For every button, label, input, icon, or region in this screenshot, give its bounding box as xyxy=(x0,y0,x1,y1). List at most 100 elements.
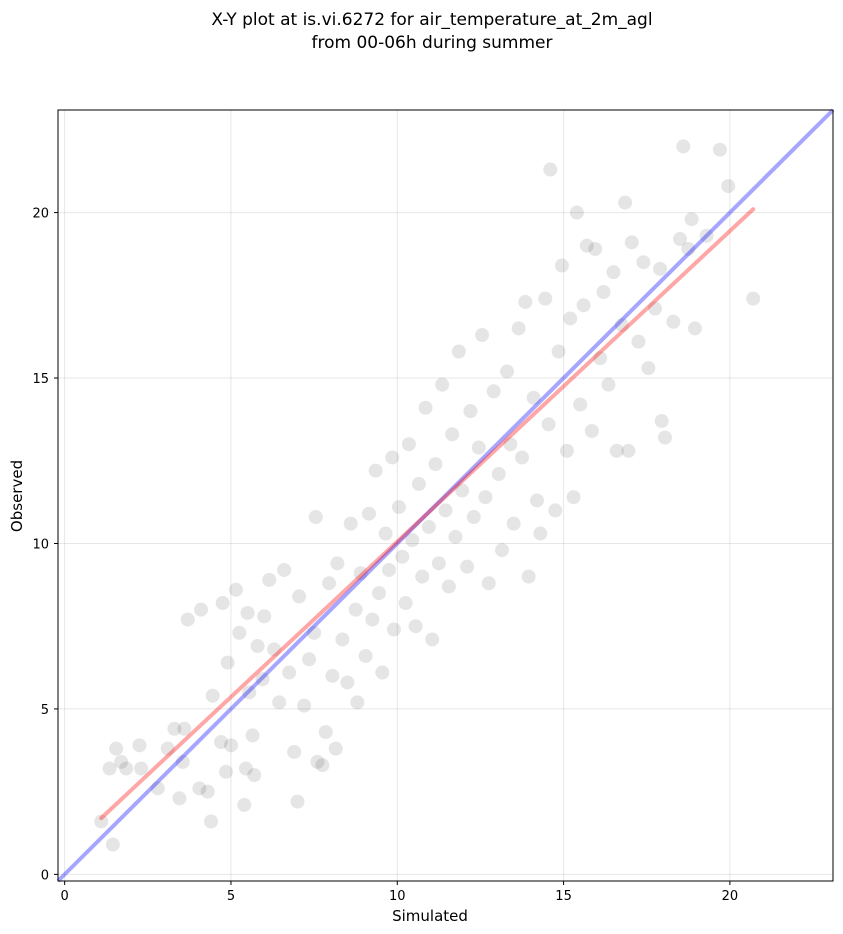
data-point xyxy=(491,466,506,481)
data-point xyxy=(318,725,333,740)
data-point xyxy=(495,543,510,558)
data-point xyxy=(398,596,413,611)
data-point xyxy=(569,205,584,220)
data-point xyxy=(160,741,175,756)
data-point xyxy=(272,695,287,710)
data-point xyxy=(418,400,433,415)
data-point xyxy=(348,602,363,617)
data-point xyxy=(672,232,687,247)
data-point xyxy=(653,261,668,276)
data-point xyxy=(228,582,243,597)
data-point xyxy=(204,814,219,829)
data-point xyxy=(460,559,475,574)
chart-title-line-1: X-Y plot at is.vi.6272 for air_temperatu… xyxy=(211,10,652,30)
data-point xyxy=(220,655,235,670)
data-point xyxy=(310,754,325,769)
data-point xyxy=(614,318,629,333)
data-point xyxy=(533,526,548,541)
plot-frame xyxy=(57,109,834,882)
data-point xyxy=(641,361,656,376)
data-point xyxy=(150,781,165,796)
data-point xyxy=(431,556,446,571)
data-point xyxy=(466,510,481,525)
grid-lines xyxy=(58,110,833,881)
data-point xyxy=(102,761,117,776)
data-point xyxy=(455,483,470,498)
data-point xyxy=(307,625,322,640)
data-point xyxy=(132,738,147,753)
data-point xyxy=(343,516,358,531)
data-point xyxy=(287,744,302,759)
data-point xyxy=(194,602,209,617)
data-point xyxy=(358,648,373,663)
data-point xyxy=(353,566,368,581)
data-point xyxy=(521,569,536,584)
data-point xyxy=(588,241,603,256)
data-point xyxy=(257,609,272,624)
x-tick-label: 10 xyxy=(389,889,406,904)
data-point xyxy=(609,443,624,458)
data-point xyxy=(297,698,312,713)
data-point xyxy=(448,529,463,544)
data-point xyxy=(438,503,453,518)
identity-line xyxy=(56,108,835,883)
data-point xyxy=(371,586,386,601)
data-point xyxy=(277,562,292,577)
data-point xyxy=(255,672,270,687)
data-point xyxy=(361,506,376,521)
data-point xyxy=(411,476,426,491)
data-point xyxy=(315,758,330,773)
data-point xyxy=(551,344,566,359)
data-point xyxy=(237,797,252,812)
data-point xyxy=(421,519,436,534)
data-point xyxy=(401,437,416,452)
data-point xyxy=(631,334,646,349)
data-point xyxy=(391,500,406,515)
x-tick-label: 20 xyxy=(722,889,739,904)
y-axis-label: Observed xyxy=(8,460,26,532)
y-tick-label: 15 xyxy=(32,372,49,387)
data-point xyxy=(543,162,558,177)
data-point xyxy=(500,364,515,379)
data-point xyxy=(573,397,588,412)
data-point xyxy=(405,533,420,548)
y-tick-label: 20 xyxy=(32,207,49,222)
data-point xyxy=(262,572,277,587)
data-point xyxy=(721,179,736,194)
data-point xyxy=(180,612,195,627)
data-point xyxy=(292,589,307,604)
data-point xyxy=(554,258,569,273)
data-point xyxy=(335,632,350,647)
data-point xyxy=(250,639,265,654)
data-point xyxy=(330,556,345,571)
reference-lines xyxy=(56,108,835,883)
data-point xyxy=(538,291,553,306)
data-point xyxy=(218,764,233,779)
data-point xyxy=(240,605,255,620)
data-point xyxy=(636,255,651,270)
data-point xyxy=(548,503,563,518)
data-point xyxy=(322,576,337,591)
data-point xyxy=(368,463,383,478)
data-point xyxy=(684,212,699,227)
data-point xyxy=(381,562,396,577)
data-point xyxy=(365,612,380,627)
data-point xyxy=(242,685,257,700)
axis-ticks: 0 5 10 15 20 0 5 10 15 20 xyxy=(32,207,738,904)
data-point xyxy=(699,228,714,243)
data-point xyxy=(375,665,390,680)
data-point xyxy=(478,490,493,505)
plot-background xyxy=(58,110,833,881)
data-point xyxy=(687,321,702,336)
data-point xyxy=(395,549,410,564)
data-point xyxy=(94,814,109,829)
data-point xyxy=(503,437,518,452)
data-point xyxy=(267,642,282,657)
data-point xyxy=(238,761,253,776)
y-tick-label: 5 xyxy=(41,703,49,718)
data-point xyxy=(526,390,541,405)
y-tick-label: 0 xyxy=(41,868,49,883)
data-point xyxy=(386,622,401,637)
data-point xyxy=(167,721,182,736)
